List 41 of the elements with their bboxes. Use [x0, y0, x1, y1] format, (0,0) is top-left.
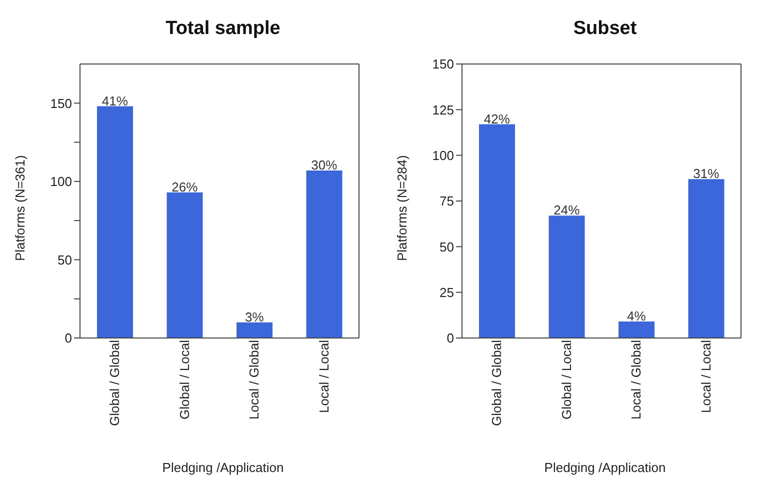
bar [97, 106, 133, 338]
bar [166, 192, 203, 338]
bar [306, 170, 342, 338]
y-axis-title: Platforms (N=284) [394, 155, 410, 261]
chart-title: Subset [572, 18, 638, 40]
bar [548, 216, 585, 338]
bar [688, 179, 724, 338]
annotation: 3% [244, 309, 264, 324]
x-tick-label: Global / Local [176, 340, 192, 420]
y-tick-label: 75 [440, 194, 454, 209]
x-tick-label: Local / Global [628, 340, 644, 420]
y-tick-label: 100 [50, 174, 72, 190]
y-tick-label: 150 [432, 56, 454, 72]
x-tick-label: Global / Local [558, 340, 574, 420]
annotation: 30% [311, 157, 338, 172]
y-tick-label: 50 [440, 239, 454, 254]
x-tick-label: Local / Local [698, 340, 714, 413]
y-tick-label: 50 [58, 252, 72, 268]
y-tick-label: 100 [432, 148, 454, 163]
x-tick-label: Local / Local [316, 340, 332, 413]
x-tick-label: Global / Global [107, 340, 122, 426]
bar [618, 322, 654, 338]
x-axis-title: Pledging /Application [161, 460, 285, 475]
annotation: 26% [172, 179, 198, 194]
bar [479, 124, 515, 338]
y-tick-label: 125 [432, 102, 454, 118]
bar [236, 322, 272, 338]
y-axis-title: Platforms (N=361) [12, 155, 28, 261]
chart-title: Total sample [164, 18, 282, 40]
y-tick-label: 0 [64, 330, 72, 346]
y-tick-label: 0 [446, 330, 454, 346]
annotation: 24% [554, 202, 580, 218]
annotation: 4% [626, 308, 646, 324]
x-tick-label: Global / Global [489, 340, 504, 426]
x-tick-label: Local / Global [246, 340, 262, 420]
x-axis-title: Pledging /Application [543, 460, 667, 475]
annotation: 42% [484, 111, 510, 126]
annotation: 31% [693, 166, 720, 182]
annotation: 41% [102, 93, 128, 108]
y-tick-label: 25 [440, 284, 454, 300]
y-tick-label: 150 [50, 96, 72, 111]
